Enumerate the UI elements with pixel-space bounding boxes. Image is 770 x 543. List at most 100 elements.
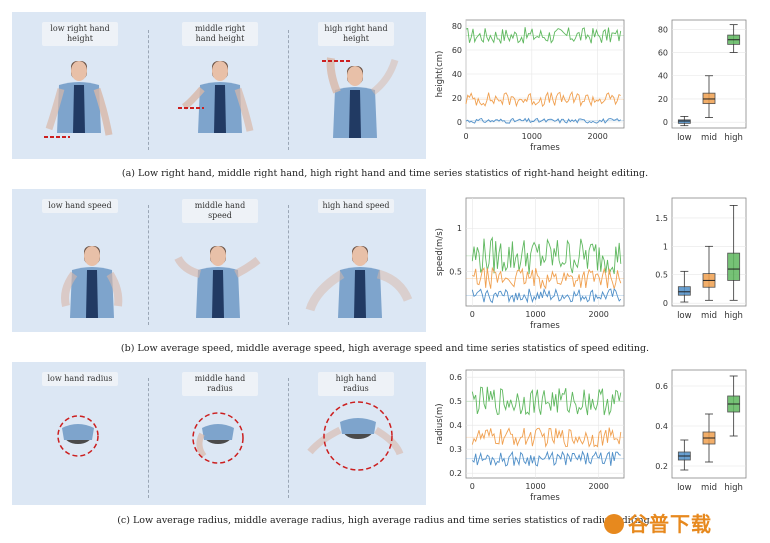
y-tick-label: 20 <box>452 94 462 103</box>
y-tick-label: 40 <box>452 70 462 79</box>
x-tick-label: 2000 <box>589 310 609 319</box>
row-b-label-high: high hand speed <box>318 199 394 213</box>
figure-layer <box>44 57 413 471</box>
series-line-low <box>465 117 621 124</box>
series-line-low <box>471 287 622 304</box>
x-tick-label: 0 <box>470 482 475 491</box>
series-line-mid <box>471 427 622 448</box>
y-tick-label: 0.4 <box>449 421 462 430</box>
category-label: low <box>677 311 692 321</box>
person-low-speed <box>61 246 123 318</box>
row-b-divider-2 <box>288 205 289 325</box>
person-low-height <box>45 61 113 136</box>
row-b-label-low: low hand speed <box>42 199 118 213</box>
hands-middle-radius <box>192 412 244 464</box>
y-tick-label: 60 <box>658 49 668 58</box>
person-high-speed <box>305 246 413 318</box>
y-tick-label: 0 <box>663 299 668 308</box>
box-plot-speed: 0 0.5 1 1.5 low mid high <box>655 197 747 321</box>
y-tick-label: 1.5 <box>655 214 668 223</box>
caption-b: (b) Low average speed, middle average sp… <box>120 343 650 354</box>
hands-high-radius <box>307 401 404 471</box>
row-a-divider-1 <box>148 30 149 150</box>
series-line-high <box>471 386 622 416</box>
y-axis-label: radius(m) <box>435 403 445 444</box>
caption-a: (a) Low right hand, middle right hand, h… <box>121 168 649 179</box>
y-tick-label: 60 <box>452 46 462 55</box>
box-plot-radius: 0.2 0.4 0.6 low mid high <box>655 369 747 493</box>
y-axis-label: speed(m/s) <box>435 228 445 276</box>
row-b-label-mid: middle hand speed <box>182 199 258 223</box>
category-label: low <box>677 483 692 493</box>
watermark-icon <box>604 514 624 534</box>
y-tick-label: 0.5 <box>655 271 668 280</box>
series-line-low <box>471 450 621 467</box>
y-tick-label: 0.5 <box>449 397 462 406</box>
watermark-text: 谷普下载 <box>628 512 712 536</box>
box-plot-height: 0 20 40 60 80 low mid high <box>658 19 747 143</box>
category-label: high <box>724 483 743 493</box>
plot-frame <box>671 197 747 307</box>
hands-low-radius <box>57 415 99 457</box>
line-chart-speed: 0.5 1 0 1000 2000 frames speed(m/s) <box>435 197 625 331</box>
category-label: high <box>724 311 743 321</box>
x-tick-label: 0 <box>463 132 468 141</box>
row-c-label-low: low hand radius <box>42 372 118 386</box>
x-axis-label: frames <box>530 493 560 503</box>
line-chart-radius: 0.2 0.3 0.4 0.5 0.6 0 1000 2000 frames radius(m) <box>435 369 625 503</box>
y-tick-label: 0.5 <box>449 267 462 276</box>
box-low <box>677 119 691 124</box>
series-line-mid <box>465 90 621 108</box>
y-tick-label: 80 <box>658 25 668 34</box>
row-c-divider-1 <box>148 378 149 498</box>
category-label: high <box>724 133 743 143</box>
row-a-label-mid: middle right hand height <box>182 22 258 46</box>
row-a-label-high: high right hand height <box>318 22 394 46</box>
series-line-high <box>471 236 622 275</box>
y-tick-label: 0.2 <box>449 469 462 478</box>
y-axis-label: height(cm) <box>435 51 445 98</box>
y-tick-label: 0.4 <box>655 422 668 431</box>
row-b-divider-1 <box>148 205 149 325</box>
plot-frame <box>671 369 747 479</box>
x-tick-label: 1000 <box>522 132 542 141</box>
y-tick-label: 80 <box>452 22 462 31</box>
row-a-divider-2 <box>288 30 289 150</box>
person-middle-height <box>181 61 254 133</box>
x-tick-label: 1000 <box>525 482 545 491</box>
category-label: mid <box>701 133 717 143</box>
y-tick-label: 0.6 <box>449 373 462 382</box>
x-tick-label: 2000 <box>589 482 609 491</box>
x-tick-label: 0 <box>470 310 475 319</box>
x-tick-label: 1000 <box>525 310 545 319</box>
row-a-label-low: low right hand height <box>42 22 118 46</box>
x-tick-label: 2000 <box>587 132 607 141</box>
category-label: mid <box>701 483 717 493</box>
box-low <box>677 286 691 296</box>
line-chart-height: 0 20 40 60 80 0 1000 2000 frames height(cm) <box>435 19 625 153</box>
y-tick-label: 0.2 <box>655 462 668 471</box>
category-label: low <box>677 133 692 143</box>
plot-frame <box>671 19 747 129</box>
plot-frame <box>465 369 625 479</box>
y-tick-label: 20 <box>658 95 668 104</box>
series-line-mid <box>472 266 622 291</box>
y-tick-label: 1 <box>457 224 462 233</box>
row-c-label-high: high hand radius <box>318 372 394 396</box>
row-c-divider-2 <box>288 378 289 498</box>
category-label: mid <box>701 311 717 321</box>
y-tick-label: 0.3 <box>449 445 462 454</box>
y-tick-label: 0 <box>663 118 668 127</box>
x-axis-label: frames <box>530 143 560 153</box>
person-middle-speed <box>174 246 261 318</box>
caption-c: (c) Low average radius, middle average r… <box>117 515 653 526</box>
box-mid <box>702 92 716 105</box>
x-axis-label: frames <box>530 321 560 331</box>
person-high-height <box>326 57 399 138</box>
box-high <box>727 252 741 281</box>
series-line-high <box>465 27 622 44</box>
plot-frame <box>465 197 625 307</box>
y-tick-label: 40 <box>658 72 668 81</box>
y-tick-label: 1 <box>663 242 668 251</box>
row-c-label-mid: middle hand radius <box>182 372 258 396</box>
